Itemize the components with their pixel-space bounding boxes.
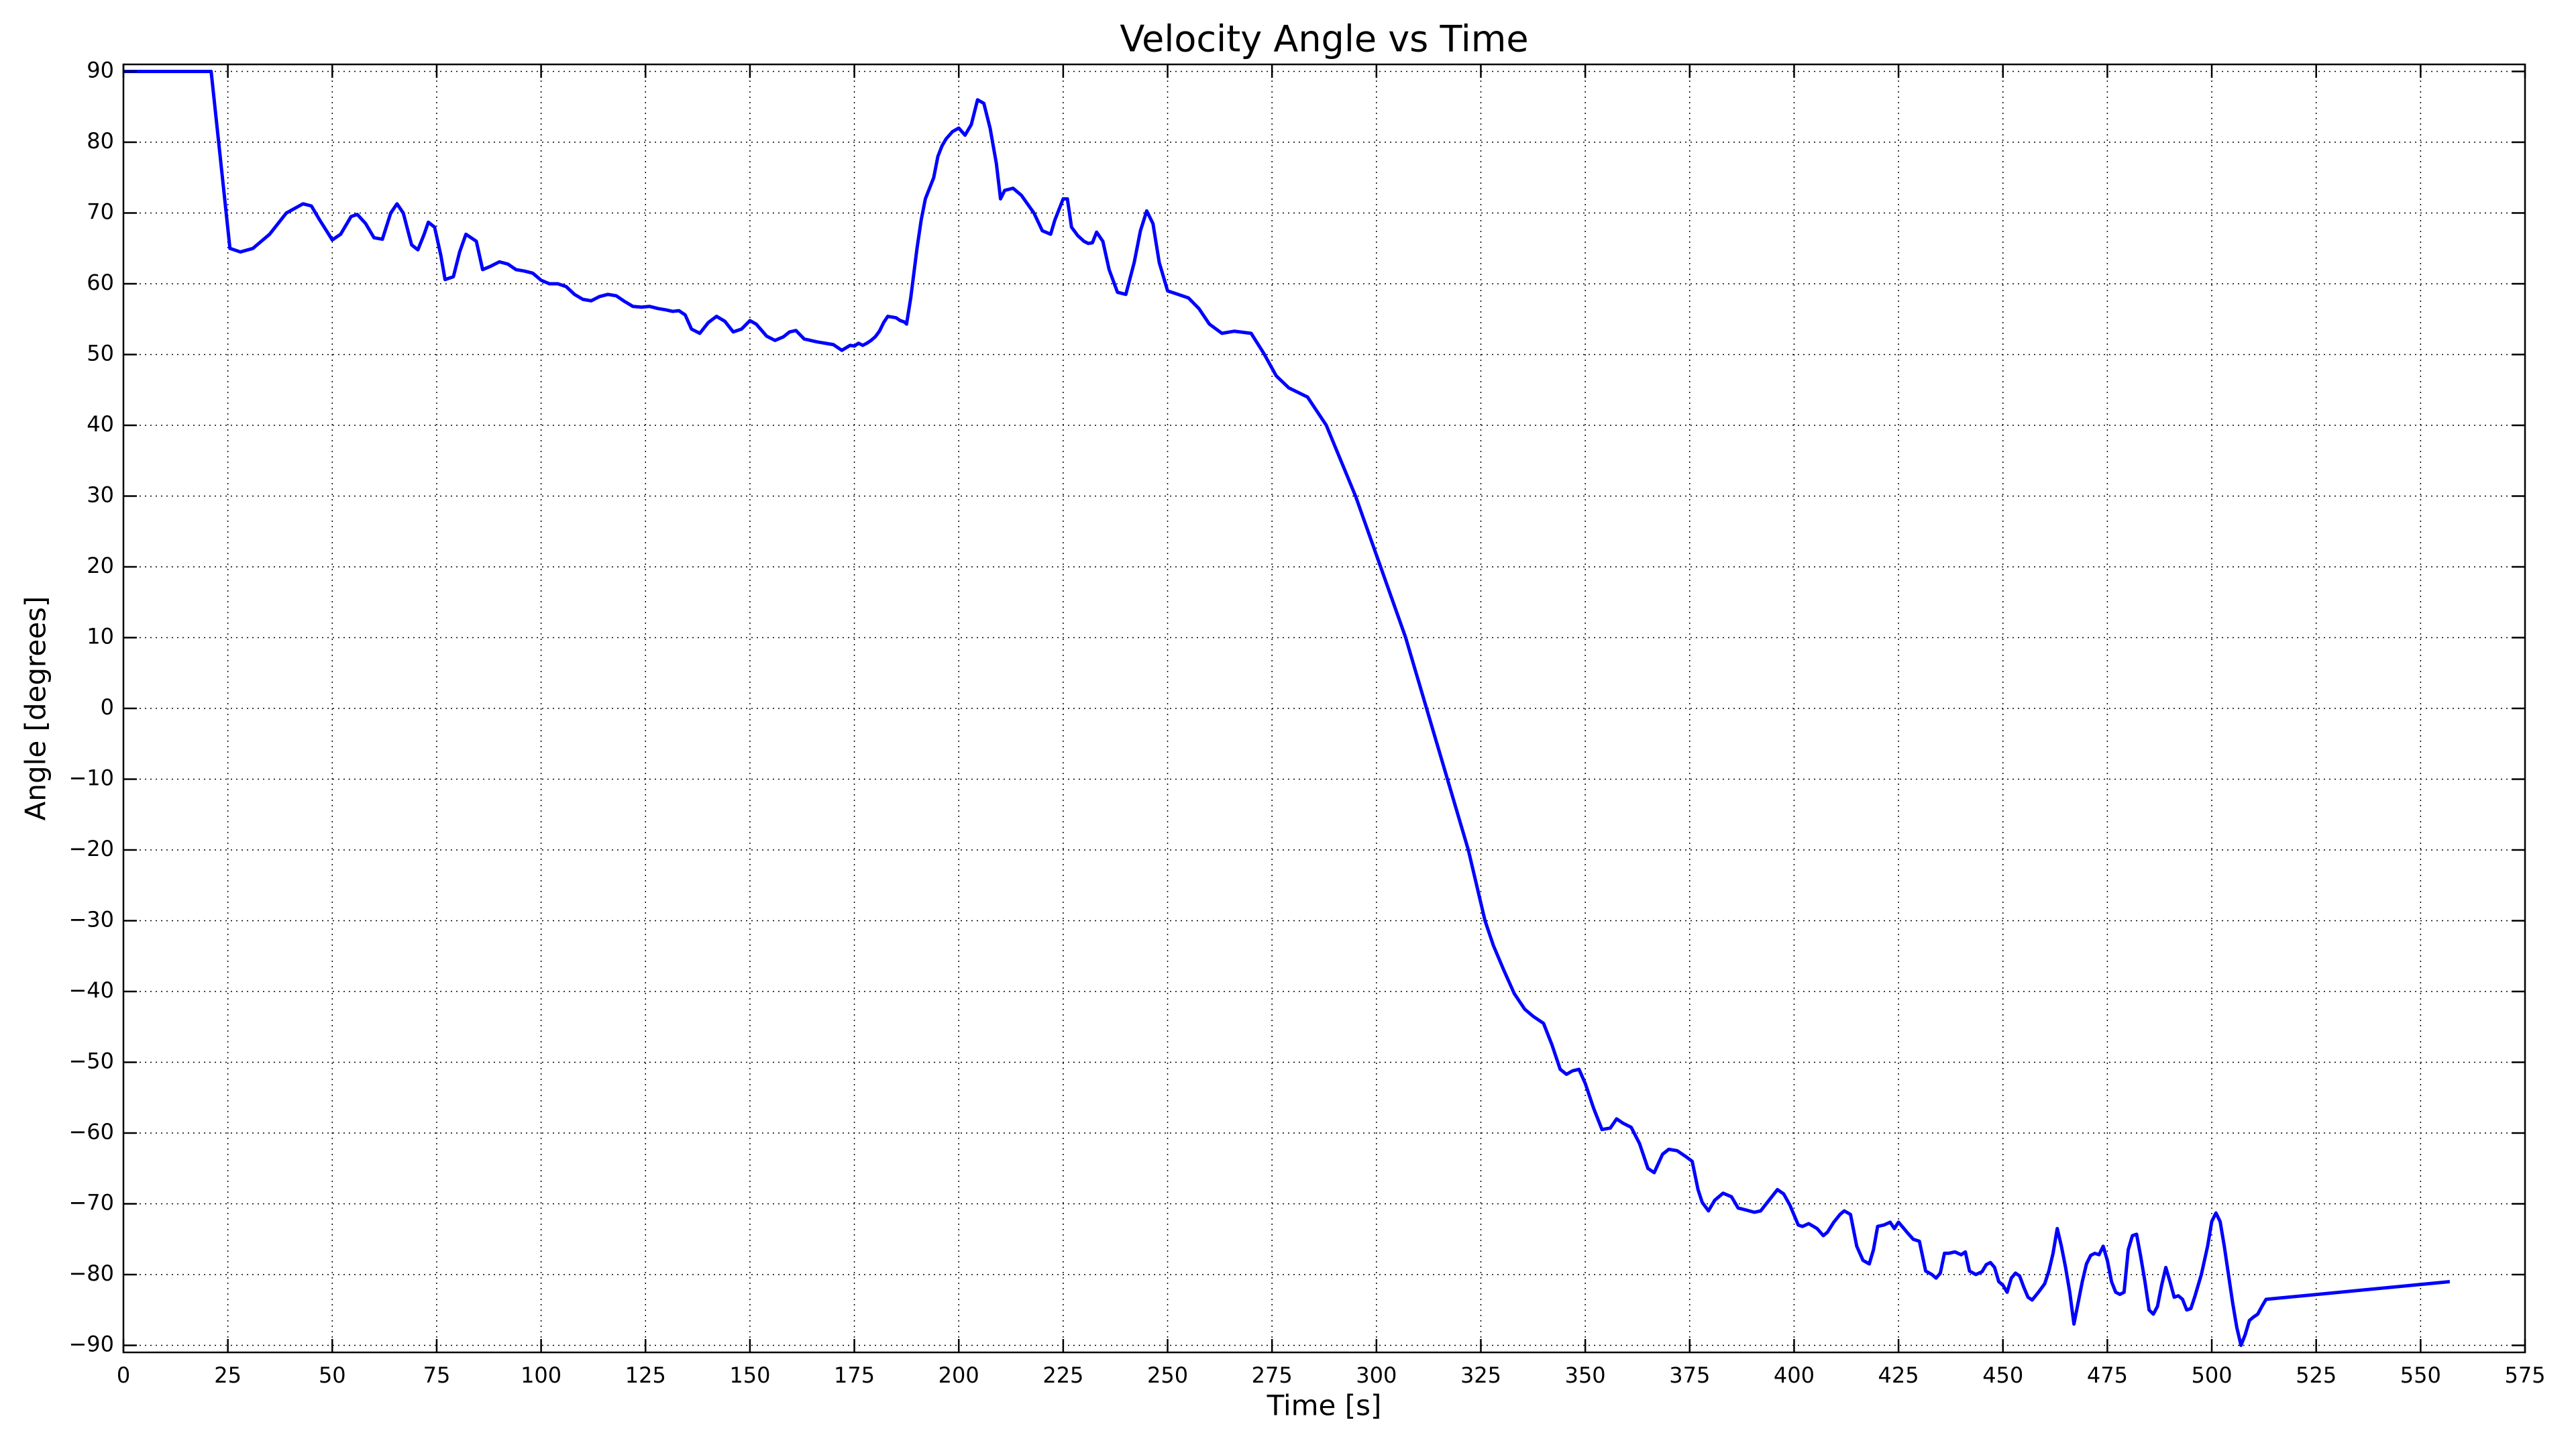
- y-tick-label: −80: [68, 1260, 114, 1286]
- x-tick-label: 525: [2296, 1362, 2337, 1388]
- x-tick-label: 200: [938, 1362, 979, 1388]
- y-tick-label: −60: [68, 1119, 114, 1144]
- data-line: [123, 70, 2451, 1347]
- x-tick-label: 125: [625, 1362, 666, 1388]
- ticks: −90 −80 −70 −60 −50 −40 −30 −20 −10 0 10 20 30 40 50 60…: [68, 58, 2545, 1388]
- plot-area: [123, 70, 2451, 1347]
- x-tick-label: 300: [1356, 1362, 1397, 1388]
- x-tick-label: 275: [1252, 1362, 1293, 1388]
- x-tick-label: 325: [1460, 1362, 1501, 1388]
- x-tick-label: 450: [1982, 1362, 2023, 1388]
- x-tick-label: 425: [1878, 1362, 1919, 1388]
- y-tick-label: −70: [68, 1189, 114, 1215]
- x-tick-label: 550: [2400, 1362, 2441, 1388]
- x-tick-label: 0: [117, 1362, 130, 1388]
- x-tick-label: 75: [423, 1362, 451, 1388]
- y-tick-label: −30: [68, 906, 114, 932]
- x-tick-label: 100: [521, 1362, 561, 1388]
- y-tick-label: −50: [68, 1048, 114, 1073]
- y-tick-label: −10: [68, 765, 114, 790]
- x-tick-label: 375: [1669, 1362, 1710, 1388]
- x-tick-label: 50: [319, 1362, 346, 1388]
- x-tick-label: 25: [214, 1362, 241, 1388]
- y-tick-label: 20: [87, 553, 114, 578]
- y-tick-label: 30: [87, 482, 114, 508]
- y-tick-label: 0: [101, 694, 114, 720]
- x-tick-label: 475: [2087, 1362, 2128, 1388]
- x-tick-label: 350: [1565, 1362, 1606, 1388]
- y-tick-label: 40: [87, 411, 114, 437]
- x-tick-label: 150: [729, 1362, 770, 1388]
- x-tick-label: 575: [2504, 1362, 2545, 1388]
- y-tick-label: 50: [87, 341, 114, 366]
- y-tick-label: 90: [87, 58, 114, 83]
- chart-title: Velocity Angle vs Time: [1120, 18, 1528, 60]
- x-tick-label: 225: [1042, 1362, 1083, 1388]
- y-tick-label: 80: [87, 128, 114, 154]
- x-axis-label: Time [s]: [1267, 1389, 1382, 1422]
- y-tick-label: 10: [87, 624, 114, 649]
- y-tick-label: 60: [87, 270, 114, 295]
- y-tick-label: 70: [87, 199, 114, 225]
- x-tick-label: 500: [2192, 1362, 2233, 1388]
- y-axis-label: Angle [degrees]: [19, 596, 52, 821]
- x-tick-label: 250: [1147, 1362, 1188, 1388]
- y-tick-label: −90: [68, 1331, 114, 1356]
- y-tick-label: −40: [68, 977, 114, 1003]
- y-tick-label: −20: [68, 836, 114, 861]
- grid: [123, 64, 2526, 1352]
- x-tick-label: 400: [1774, 1362, 1815, 1388]
- x-tick-label: 175: [834, 1362, 875, 1388]
